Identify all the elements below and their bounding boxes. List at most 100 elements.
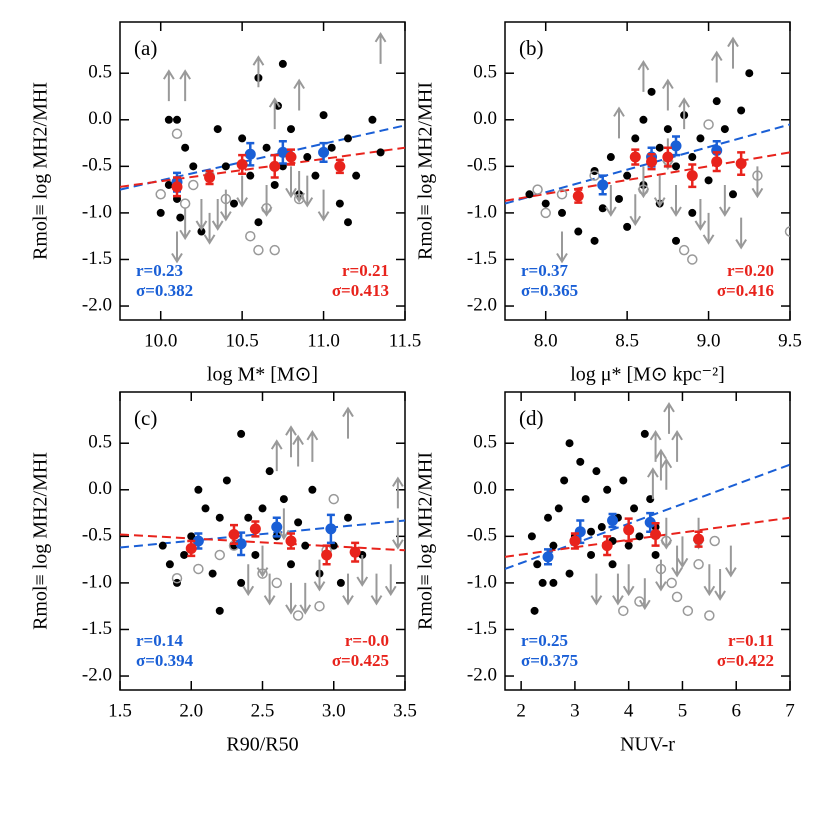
non-detection — [532, 184, 543, 195]
data-point — [560, 476, 569, 485]
data-point — [294, 518, 303, 527]
data-point — [688, 153, 697, 162]
lower-limit — [292, 434, 304, 467]
y-tick-label: -1.5 — [467, 618, 497, 639]
non-detection — [214, 549, 225, 561]
binned-mean — [670, 140, 682, 152]
binned-mean — [349, 546, 361, 558]
lower-limit — [293, 78, 305, 111]
stat-r: r=0.25 — [521, 631, 568, 650]
lower-limit — [655, 448, 667, 481]
y-tick-label: 0.5 — [88, 432, 112, 453]
data-point — [549, 541, 558, 550]
non-detection — [703, 119, 714, 130]
binned-mean — [662, 151, 674, 163]
data-point — [287, 560, 295, 569]
x-tick-label: 3.0 — [322, 700, 346, 721]
lower-limit — [270, 439, 283, 472]
non-detection — [556, 189, 568, 200]
lower-limit — [306, 429, 319, 462]
non-detection — [693, 559, 704, 570]
data-point — [187, 532, 196, 541]
binned-mean — [171, 181, 183, 193]
data-point — [311, 171, 320, 180]
data-point — [237, 578, 246, 587]
y-tick-label: -1.0 — [82, 571, 112, 592]
binned-mean — [644, 516, 656, 528]
non-detection — [253, 244, 264, 256]
x-tick-label: 9.5 — [778, 330, 802, 351]
data-point — [201, 504, 210, 513]
upper-limit — [703, 564, 716, 597]
data-point — [544, 513, 553, 522]
x-tick-label: 4 — [624, 700, 634, 721]
data-point — [712, 97, 721, 106]
upper-limit — [285, 582, 297, 615]
binned-mean — [244, 148, 256, 160]
stat-r: r=0.37 — [521, 261, 568, 280]
data-point — [319, 111, 328, 120]
non-detection — [678, 244, 690, 256]
stat-r: r=-0.0 — [345, 631, 389, 650]
x-tick-label: 2.0 — [179, 700, 203, 721]
non-detection — [245, 230, 256, 242]
binned-mean — [249, 523, 261, 535]
non-detection — [171, 573, 183, 584]
lower-limit — [678, 97, 690, 130]
data-point — [672, 236, 680, 245]
stat-r: r=0.20 — [727, 261, 774, 280]
plot-area — [505, 36, 790, 265]
upper-limit — [242, 564, 255, 597]
binned-mean — [285, 535, 297, 547]
data-point — [173, 115, 181, 124]
data-point — [278, 59, 287, 68]
stat-sigma: σ=0.394 — [136, 651, 194, 670]
y-tick-label: -1.5 — [467, 248, 497, 269]
upper-limit — [719, 184, 731, 217]
data-point — [549, 578, 558, 587]
data-point — [238, 134, 247, 143]
x-tick-label: 8.5 — [615, 330, 639, 351]
non-detection — [188, 179, 199, 191]
data-point — [279, 495, 288, 504]
data-point — [222, 476, 231, 485]
stat-sigma: σ=0.416 — [717, 281, 774, 300]
stat-sigma: σ=0.422 — [717, 651, 774, 670]
plot-frame — [119, 21, 406, 321]
x-tick-label: 9.0 — [697, 330, 721, 351]
y-axis-label: Rmol≡ log MH2/MHI — [30, 82, 52, 260]
upper-limit — [725, 545, 737, 578]
upper-limit — [660, 517, 673, 550]
binned-mean — [318, 146, 330, 158]
binned-mean — [271, 521, 283, 533]
lower-limit — [613, 106, 625, 139]
data-point — [376, 148, 385, 157]
binned-mean — [646, 156, 658, 168]
x-tick-label: 6 — [731, 700, 741, 721]
data-point — [246, 171, 255, 180]
x-tick-label: 8.0 — [534, 330, 558, 351]
binned-mean — [735, 158, 747, 170]
lower-limit — [662, 78, 674, 111]
non-detection — [193, 563, 204, 575]
binned-mean — [334, 160, 346, 172]
x-axis-label: log μ* [M⊙ kpc⁻²] — [570, 364, 725, 386]
non-detection — [682, 605, 694, 617]
x-tick-label: 3.5 — [393, 700, 417, 721]
data-point — [530, 606, 539, 615]
data-point — [696, 134, 705, 143]
data-point — [189, 162, 198, 171]
upper-limit — [356, 554, 369, 587]
y-tick-label: -2.0 — [82, 664, 112, 685]
x-tick-label: 10.0 — [144, 330, 177, 351]
data-point — [592, 467, 601, 476]
data-point — [608, 560, 617, 569]
data-point — [176, 213, 185, 222]
binned-mean — [569, 535, 581, 547]
data-point — [623, 222, 632, 231]
upper-limit — [590, 573, 603, 606]
fit-line — [120, 124, 405, 191]
non-detection — [314, 600, 325, 612]
upper-limit — [702, 212, 715, 245]
binned-mean — [574, 526, 586, 538]
